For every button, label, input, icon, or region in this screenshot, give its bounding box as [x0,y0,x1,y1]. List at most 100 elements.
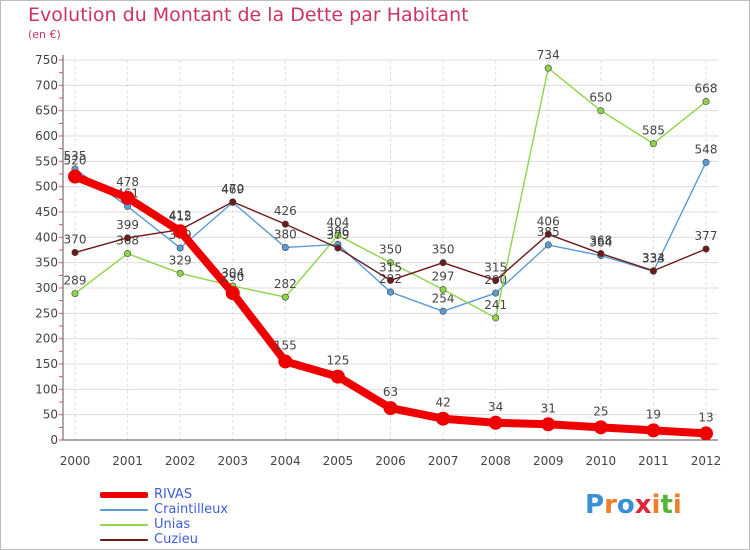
data-point [278,354,293,369]
legend-swatch [100,524,148,526]
x-tick-label: 2011 [638,454,669,468]
data-label: 350 [379,243,402,257]
x-tick-label: 2003 [217,454,248,468]
y-tick-label: 500 [35,180,58,194]
data-label: 42 [435,396,450,410]
y-tick-label: 550 [35,154,58,168]
data-label: 386 [326,224,349,238]
data-point [281,293,289,301]
data-point [386,276,394,284]
data-point [173,224,188,239]
legend-item-craintilleux: Craintilleux [100,503,300,518]
data-point [541,417,556,432]
x-tick-label: 2010 [586,454,617,468]
x-tick-label: 2006 [375,454,406,468]
data-point [649,140,657,148]
data-label: 377 [695,229,718,243]
data-point [386,259,394,267]
data-point [330,369,345,384]
data-point [120,190,135,205]
data-point [386,288,394,296]
data-point [71,290,79,298]
data-point [281,243,289,251]
data-label: 650 [589,91,612,105]
data-label: 13 [698,410,713,424]
y-tick-label: 400 [35,230,58,244]
x-tick-label: 2005 [323,454,354,468]
y-tick-label: 450 [35,205,58,219]
data-label: 31 [541,401,556,415]
chart-legend: RIVAS Craintilleux Unias Cuzieu [100,488,300,548]
legend-item-unias: Unias [100,518,300,533]
data-point [229,198,237,206]
data-label: 304 [221,266,244,280]
data-label: 469 [221,182,244,196]
x-tick-label: 2002 [165,454,196,468]
data-label: 315 [379,260,402,274]
data-point [646,423,661,438]
data-label: 548 [695,142,718,156]
y-tick-label: 650 [35,104,58,118]
data-point [593,420,608,435]
legend-swatch [100,509,148,511]
legend-label: RIVAS [154,487,193,502]
data-point [597,107,605,115]
data-label: 254 [432,291,455,305]
data-point [436,411,451,426]
data-point [281,220,289,228]
data-point [71,249,79,257]
data-point [124,250,132,258]
chart-title: Evolution du Montant de la Dette par Hab… [28,4,469,26]
data-point [649,267,657,275]
data-point [544,241,552,249]
y-tick-label: 200 [35,332,58,346]
data-label: 370 [64,233,87,247]
x-tick-label: 2007 [428,454,459,468]
y-tick-label: 300 [35,281,58,295]
data-point [225,286,240,301]
data-point [176,244,184,252]
data-point [492,289,500,297]
data-point [439,259,447,267]
y-tick-label: 150 [35,357,58,371]
data-label: 478 [116,175,139,189]
data-point [176,269,184,277]
x-tick-label: 2001 [112,454,143,468]
data-label: 297 [432,270,455,284]
data-point [544,230,552,238]
data-label: 734 [537,48,560,62]
x-tick-label: 2009 [533,454,564,468]
data-label: 535 [64,149,87,163]
data-point [492,276,500,284]
data-label: 520 [64,154,87,168]
x-tick-label: 2004 [270,454,301,468]
data-label: 125 [326,354,349,368]
data-label: 34 [488,400,503,414]
data-label: 668 [695,82,718,96]
proxiti-logo: Proxiti [585,490,682,520]
data-label: 585 [642,124,665,138]
y-tick-label: 600 [35,129,58,143]
data-label: 364 [589,236,612,250]
data-point [544,64,552,72]
data-label: 426 [274,204,297,218]
data-point [597,250,605,258]
data-label: 334 [642,251,665,265]
data-point [439,307,447,315]
data-label: 379 [326,228,349,242]
legend-label: Cuzieu [154,532,198,547]
data-point [334,231,342,239]
data-label: 470 [221,182,244,196]
data-label: 315 [484,260,507,274]
data-label: 241 [484,298,507,312]
y-tick-label: 700 [35,78,58,92]
data-point [334,244,342,252]
data-label: 350 [432,243,455,257]
legend-swatch [100,492,148,498]
data-label: 368 [589,234,612,248]
x-tick-label: 2000 [60,454,91,468]
x-tick-label: 2008 [480,454,511,468]
data-point [488,415,503,430]
data-point [383,401,398,416]
